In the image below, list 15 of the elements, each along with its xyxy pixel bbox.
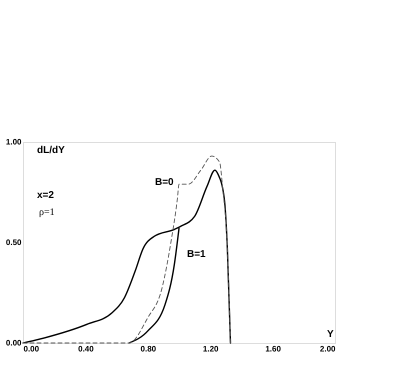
x-tick-label: 0.40 bbox=[78, 344, 94, 354]
y-tick-label: 0.00 bbox=[6, 338, 22, 348]
y-tick-label: 1.00 bbox=[6, 138, 22, 146]
annotation: ρ=1 bbox=[39, 207, 55, 218]
x-tick-label: 0.00 bbox=[24, 344, 40, 354]
annotation: B=1 bbox=[187, 249, 206, 260]
annotation: B=0 bbox=[155, 177, 174, 188]
x-tick-label: 2.00 bbox=[320, 344, 336, 354]
y-tick-label: 0.50 bbox=[6, 238, 22, 247]
x-tick-label: 0.80 bbox=[140, 344, 157, 354]
annotation: x=2 bbox=[37, 190, 54, 201]
x-tick-label: 1.60 bbox=[265, 344, 282, 354]
x-axis-title: Y bbox=[327, 329, 334, 340]
y-axis-title: dL/dY bbox=[37, 145, 66, 156]
x-tick-label: 1.20 bbox=[202, 344, 220, 354]
